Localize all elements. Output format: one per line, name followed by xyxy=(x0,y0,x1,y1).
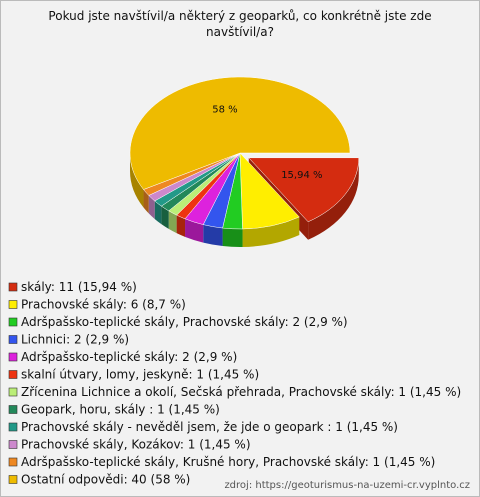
slice-side xyxy=(176,215,186,237)
slice-side xyxy=(143,189,149,214)
legend-swatch xyxy=(8,370,18,379)
legend-label: Zřícenina Lichnice a okolí, Sečská přehr… xyxy=(21,385,461,399)
legend-label: skály: 11 (15,94 %) xyxy=(21,280,137,294)
legend-swatch xyxy=(8,422,18,432)
legend-swatch xyxy=(8,457,18,467)
legend-swatch xyxy=(8,282,18,292)
slice-side xyxy=(308,157,359,240)
legend-swatch xyxy=(8,440,18,449)
source: zdroj: https://geoturismus-na-uzemi-cr.v… xyxy=(224,480,470,491)
slice-side xyxy=(242,216,300,247)
legend-swatch xyxy=(8,387,18,397)
legend-label: Geopark, horu, skály : 1 (1,45 %) xyxy=(21,403,220,417)
legend-swatch xyxy=(8,317,18,327)
pie-tops xyxy=(129,76,360,230)
legend-label: Prachovské skály - nevěděl jsem, že jde … xyxy=(21,420,398,434)
slice-side xyxy=(203,224,223,247)
legend-label: Prachovské skály: 6 (8,7 %) xyxy=(21,298,186,312)
legend-swatch xyxy=(8,352,18,362)
slice xyxy=(129,76,351,190)
legend-swatch xyxy=(8,300,18,309)
legend-swatch xyxy=(8,475,18,484)
slice-side xyxy=(185,218,204,243)
legend-label: Prachovské skály, Kozákov: 1 (1,45 %) xyxy=(21,438,251,452)
legend-label: Adršpašsko-teplické skály: 2 (2,9 %) xyxy=(21,350,237,364)
chart-title: Pokud jste navštívil/a některý z geopark… xyxy=(48,9,431,39)
slice-side xyxy=(222,228,243,247)
slice-side xyxy=(148,195,155,219)
slice-side xyxy=(130,153,144,208)
legend-swatch xyxy=(8,405,18,414)
legend-swatch xyxy=(8,335,18,344)
slice xyxy=(248,157,360,223)
legend-label: skalní útvary, lomy, jeskyně: 1 (1,45 %) xyxy=(21,368,259,382)
value-label: 58 % xyxy=(212,105,237,116)
legend-label: Lichnici: 2 (2,9 %) xyxy=(21,333,129,347)
legend-label: Ostatní odpovědi: 40 (58 %) xyxy=(21,473,190,487)
value-label: 15,94 % xyxy=(281,170,322,181)
legend-label: Adršpašsko-teplické skály, Prachovské sk… xyxy=(21,315,348,329)
slice-side xyxy=(161,206,169,229)
slice-side xyxy=(154,200,162,225)
slice-side xyxy=(168,210,177,234)
legend-label: Adršpašsko-teplické skály, Krušné hory, … xyxy=(21,455,435,469)
